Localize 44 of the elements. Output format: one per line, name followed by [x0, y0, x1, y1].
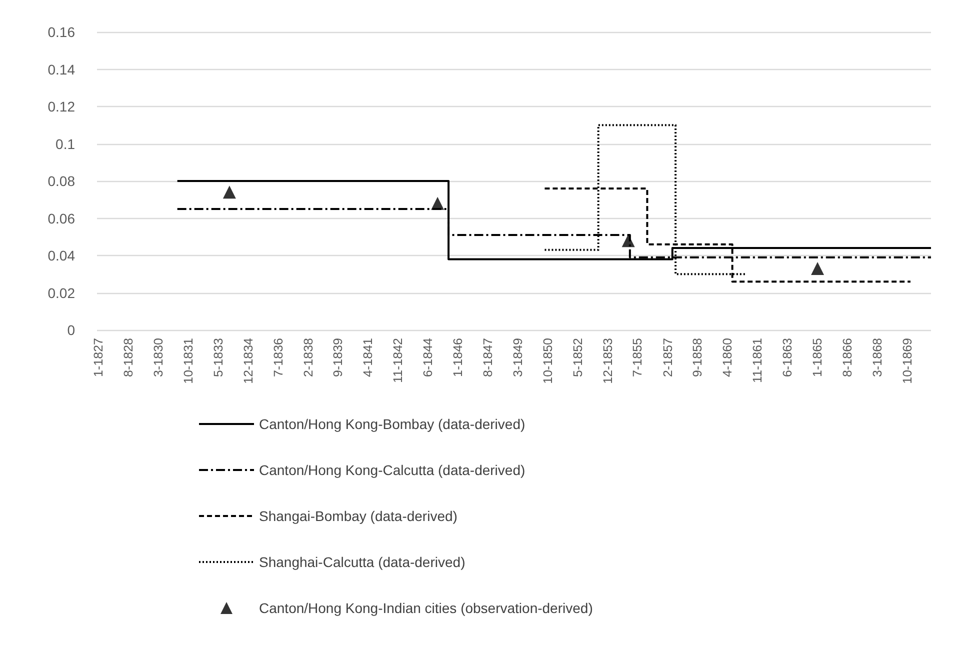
- legend-label: Shangai-Bombay (data-derived): [259, 508, 458, 524]
- x-tick-label: 3-1849: [510, 338, 525, 377]
- y-tick-label: 0.12: [48, 98, 76, 114]
- x-tick-label: 1-1827: [92, 338, 106, 377]
- x-tick-label: 10-1869: [900, 338, 914, 384]
- legend-label: Canton/Hong Kong-Calcutta (data-derived): [259, 462, 526, 478]
- x-tick-label: 9-1839: [331, 338, 346, 377]
- x-tick-label: 12-1853: [600, 338, 615, 384]
- x-tick-label: 6-1844: [421, 338, 436, 377]
- point: [222, 186, 236, 199]
- x-tick-label: 10-1850: [540, 338, 555, 384]
- y-tick-label: 0.02: [48, 284, 76, 301]
- x-tick-label: 2-1838: [301, 338, 316, 377]
- point: [811, 262, 824, 276]
- x-tick-label: 8-1828: [122, 338, 136, 377]
- x-tick-label: 8-1866: [840, 338, 854, 377]
- x-tick-label: 10-1831: [181, 338, 196, 384]
- y-tick-label: 0: [67, 322, 76, 338]
- x-tick-label: 6-1863: [780, 338, 794, 377]
- x-tick-label: 7-1836: [271, 338, 286, 377]
- x-tick-label: 11-1842: [391, 338, 406, 383]
- x-tick-label: 8-1847: [480, 338, 495, 377]
- x-tick-label: 1-1865: [810, 338, 825, 377]
- legend-label: Canton/Hong Kong-Indian cities (observation-derived): [259, 600, 593, 616]
- x-tick-label: 11-1861: [750, 338, 765, 383]
- x-tick-label: 7-1855: [630, 338, 645, 377]
- x-tick-label: 4-1860: [720, 338, 735, 377]
- y-tick-label: 0.08: [48, 173, 76, 189]
- x-tick-label: 1-1846: [451, 338, 466, 377]
- x-tick-label: 3-1830: [151, 338, 166, 377]
- legend-label: Shanghai-Calcutta (data-derived): [259, 554, 466, 570]
- y-tick-label: 0.04: [48, 248, 76, 264]
- x-tick-label: 9-1858: [690, 338, 705, 377]
- x-tick-label: 2-1857: [660, 338, 675, 377]
- y-tick-label: 0.16: [48, 24, 76, 40]
- x-tick-label: 3-1868: [870, 338, 884, 377]
- y-tick-label: 0.06: [48, 210, 76, 226]
- legend-label: Canton/Hong Kong-Bombay (data-derived): [259, 416, 526, 432]
- x-tick-label: 5-1852: [570, 338, 585, 377]
- x-tick-label: 12-1834: [241, 338, 256, 384]
- x-tick-label: 4-1841: [361, 338, 376, 377]
- y-tick-label: 0.1: [56, 136, 76, 152]
- x-tick-label: 5-1833: [211, 338, 226, 377]
- y-tick-label: 0.14: [48, 61, 76, 78]
